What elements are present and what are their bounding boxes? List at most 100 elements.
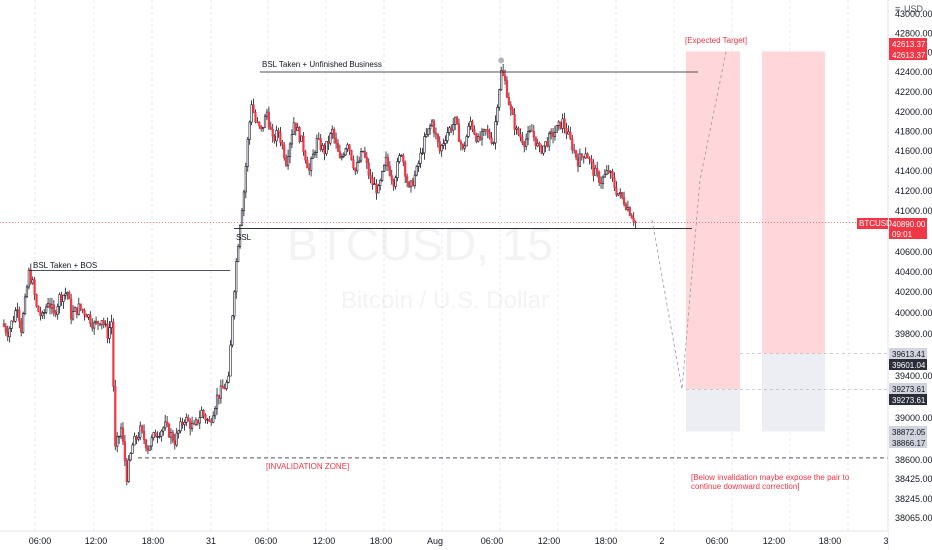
candle-body	[550, 131, 553, 134]
stop-zone-1[interactable]	[686, 389, 740, 432]
levels[interactable]	[0, 51, 888, 459]
candle-body	[169, 432, 173, 438]
candle-body	[331, 129, 334, 134]
menu-icon[interactable]: ≡	[895, 4, 900, 14]
candle-body	[369, 174, 372, 179]
candle-body	[565, 127, 568, 135]
x-tick-label: 18:00	[142, 536, 165, 546]
candle-body	[219, 385, 222, 399]
candle-body	[16, 309, 19, 312]
candle-body	[477, 136, 480, 142]
candle-body	[208, 419, 211, 422]
y-tick-label: 38245.00	[895, 494, 932, 504]
candle-body	[190, 423, 194, 429]
candle-body	[217, 394, 221, 399]
candle-body	[434, 132, 438, 135]
candle-body	[494, 121, 497, 144]
candle-body	[319, 138, 322, 150]
candle-body	[515, 127, 518, 130]
candle-body	[350, 149, 353, 160]
y-tick-label: 41200.00	[895, 186, 932, 196]
candle-body	[229, 344, 232, 377]
candle-body	[262, 127, 265, 130]
symbol-tag-bg	[857, 218, 888, 229]
candle-body	[192, 423, 196, 425]
candle-body	[455, 116, 459, 125]
candle-body	[248, 121, 251, 140]
candle-body	[348, 144, 351, 151]
tag-target-top-2: 42613.37	[892, 51, 926, 60]
candle-body	[371, 177, 374, 185]
y-tick-label: 39000.00	[895, 413, 932, 423]
x-tick-label: 18:00	[595, 536, 618, 546]
candle-body	[534, 136, 537, 147]
candle-body	[523, 142, 526, 147]
x-tick-label: 31	[206, 536, 216, 546]
candle-body	[327, 140, 330, 144]
candle-body	[386, 156, 390, 167]
candle-body	[158, 435, 161, 438]
candle-body	[346, 144, 349, 150]
candle-body	[164, 421, 167, 429]
candle-body	[237, 246, 240, 262]
candle-body	[100, 320, 103, 326]
candle-body	[478, 136, 482, 140]
candle-body	[344, 148, 347, 156]
tag-level-e: 38872.05	[892, 428, 926, 437]
candle-body	[133, 436, 136, 446]
label-ssl[interactable]: SSL	[236, 233, 252, 242]
candle-body	[484, 129, 487, 131]
candle-body	[277, 130, 280, 133]
candle-body	[407, 182, 411, 188]
candle-body	[231, 315, 234, 346]
tag-level-b: 39601.04	[892, 361, 926, 370]
candle-body	[500, 70, 503, 91]
x-tick-label: 18:00	[819, 536, 842, 546]
candle-body	[14, 310, 17, 322]
candle-body	[311, 153, 315, 159]
candle-body	[365, 156, 368, 164]
stop-zone-2[interactable]	[762, 353, 825, 432]
candle-body	[58, 294, 61, 307]
candle-body	[359, 151, 363, 162]
tag-level-f-bg	[889, 437, 927, 448]
x-tick-label: 3	[883, 536, 888, 546]
label-invalidation-zone[interactable]: [INVALIDATION ZONE]	[266, 462, 349, 471]
candle-body	[256, 121, 259, 123]
tag-countdown-bg	[889, 228, 927, 239]
candle-body	[559, 121, 562, 129]
candle-body	[624, 204, 628, 210]
time-axis[interactable]: 06:00 12:00 18:00 31 06:00 12:00 18:00 Aug 06:00…	[0, 530, 889, 550]
position-zones[interactable]	[686, 51, 825, 432]
candle-body	[146, 447, 150, 451]
label-bsl-unfinished[interactable]: BSL Taken + Unfinished Business	[262, 60, 382, 69]
candle-body	[162, 427, 165, 432]
candle-body	[333, 129, 336, 139]
label-below-invalidation-2[interactable]: continue downward correction]	[691, 482, 800, 491]
candle-body	[617, 193, 620, 196]
candle-body	[488, 131, 491, 139]
label-expected-target[interactable]: [Expected Target]	[685, 36, 747, 45]
candle-body	[315, 138, 318, 153]
candle-body	[265, 111, 269, 117]
price-axis[interactable]: USD ≡ 43000.0042800.0042600.0042400.0042…	[857, 0, 932, 550]
target-zone-2[interactable]	[762, 51, 825, 354]
candle-body	[384, 156, 388, 166]
label-below-invalidation-1[interactable]: [Below invalidation maybe expose the pai…	[691, 473, 850, 482]
y-tick-label: 41000.00	[895, 206, 932, 216]
candle-body	[507, 96, 510, 105]
candle-body	[183, 422, 186, 425]
projection-path[interactable]	[651, 51, 727, 390]
candle-body	[373, 183, 376, 185]
candle-body	[438, 141, 441, 152]
annotations[interactable]: BSL Taken + BOS BSL Taken + Unfinished B…	[33, 36, 850, 491]
candle-body	[475, 133, 478, 142]
target-zone-1[interactable]	[686, 51, 740, 390]
candle-body	[490, 137, 493, 144]
candle-body	[469, 120, 472, 127]
label-bsl-bos[interactable]: BSL Taken + BOS	[33, 261, 97, 270]
candle-body	[85, 314, 88, 318]
candle-body	[60, 294, 63, 302]
candle-body	[206, 419, 209, 421]
